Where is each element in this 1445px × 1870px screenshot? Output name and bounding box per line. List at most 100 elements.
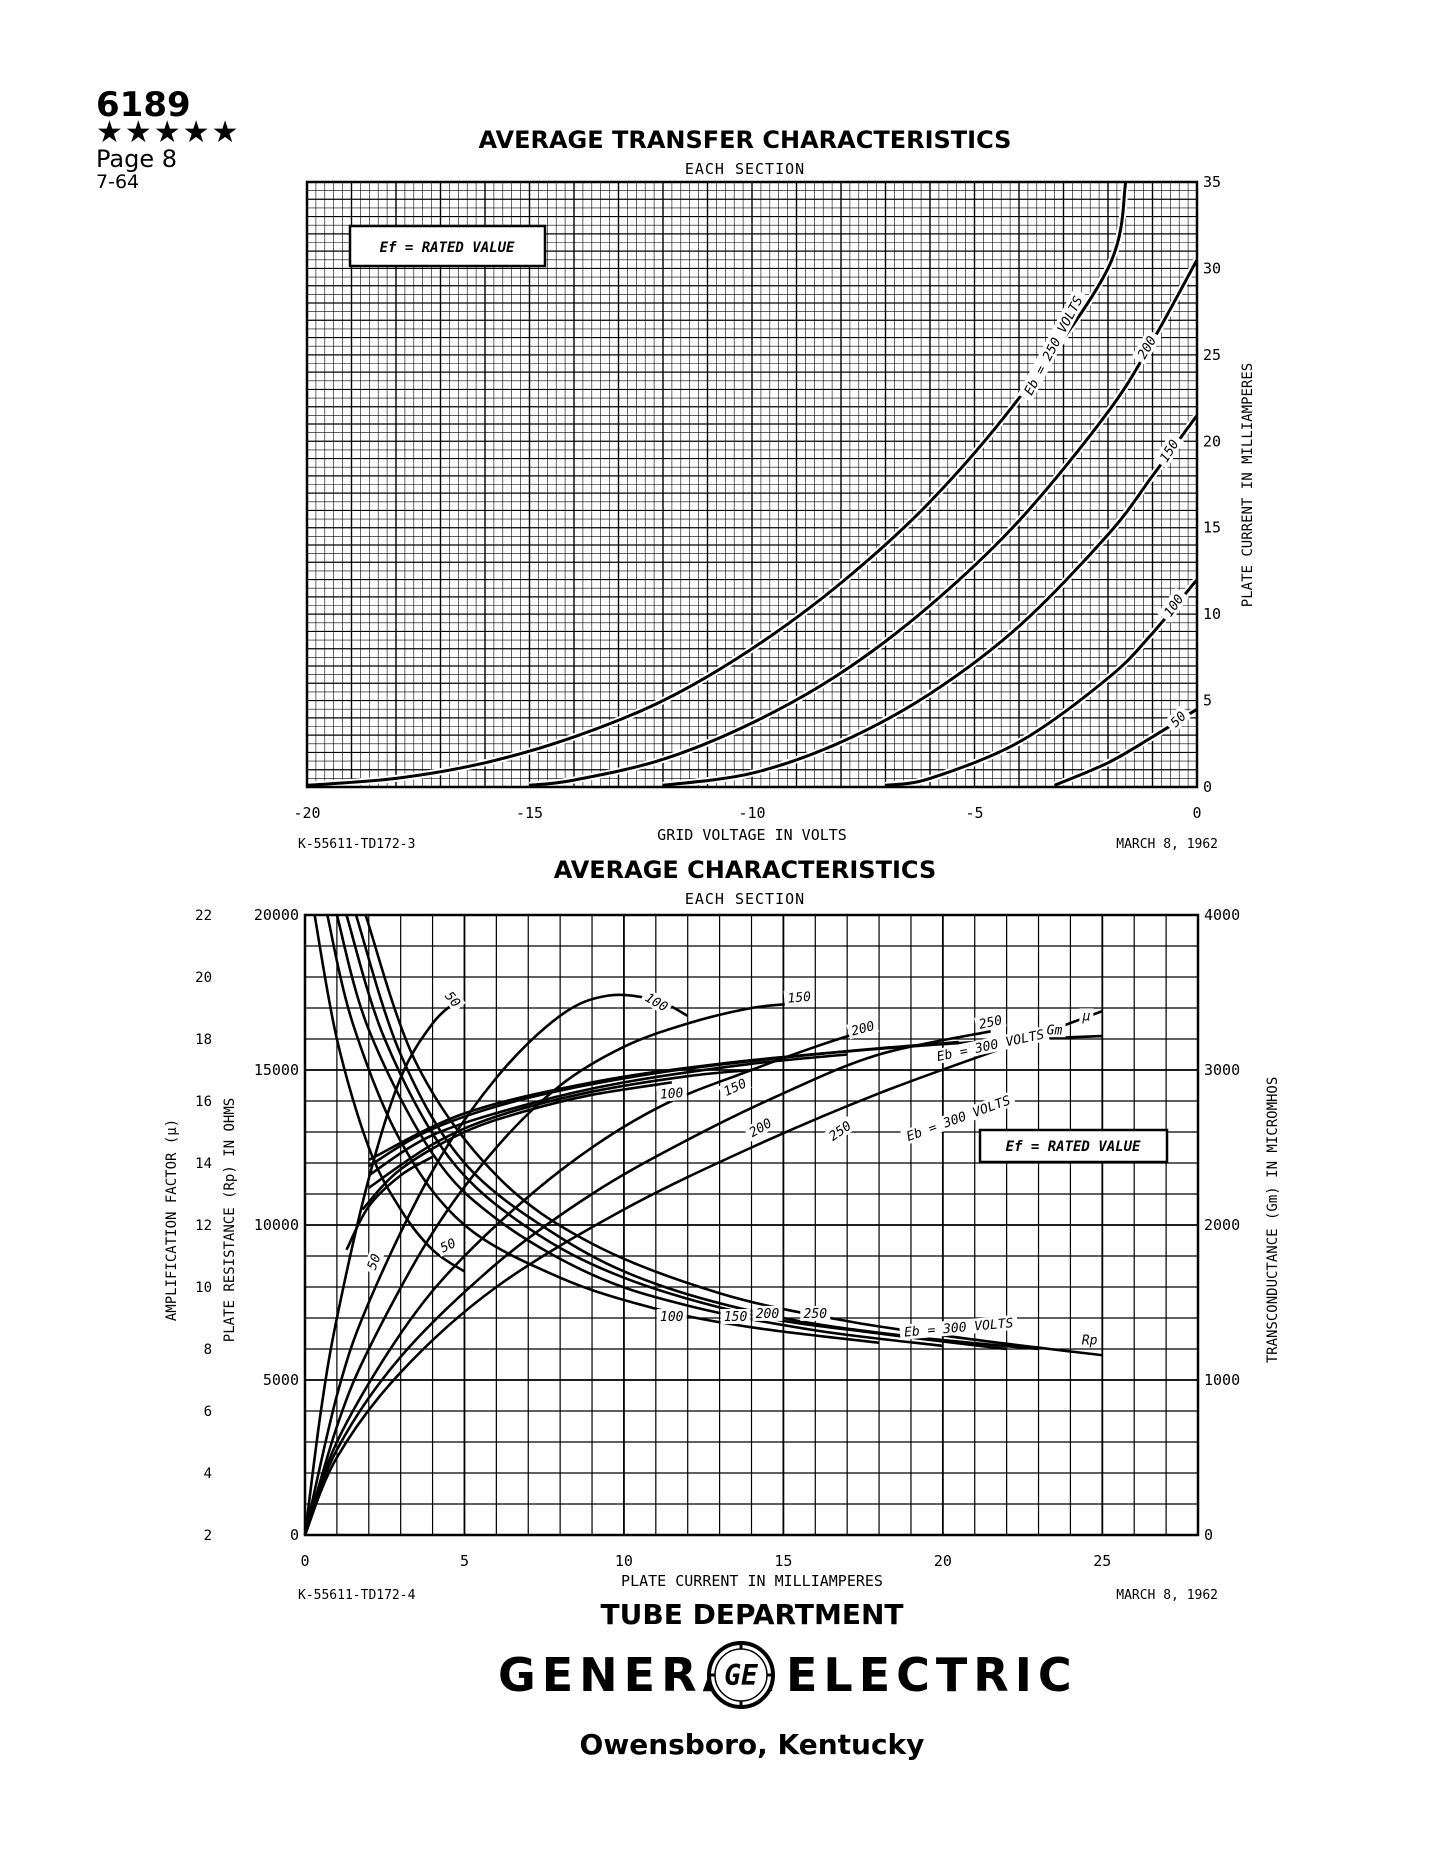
curve-label: 150 [783, 988, 815, 1007]
mu-tick-label: 2 [204, 1528, 212, 1544]
x-tick-label: 15 [774, 1552, 792, 1570]
rp-line-0 [313, 914, 466, 1273]
svg-text:Rp: Rp [1082, 1333, 1098, 1348]
date-code: 7-64 [96, 171, 140, 193]
mu-tick-label: 20 [195, 970, 212, 986]
curve-label: 100 [656, 1084, 688, 1103]
rp-tick-label: 15000 [254, 1061, 299, 1079]
x-tick-label: 20 [934, 1552, 952, 1570]
transfer-characteristics-chart: -20 -15 -10 -5 00 5 10 15 20 25 30 35 Ef = RATED VA… [293, 173, 1256, 852]
curve-label: 150 [720, 1309, 751, 1325]
chart1-drawing-number: K-55611-TD172-3 [298, 837, 415, 852]
curve-label: 50 [440, 986, 466, 1013]
chart1-grid [306, 181, 1198, 788]
mu-line-0 [345, 1155, 434, 1251]
curve-label: 250 [800, 1305, 831, 1322]
gm-line-4 [303, 1030, 991, 1536]
brand-right: ELECTRIC [786, 1648, 1078, 1702]
rp-line-4 [354, 914, 1039, 1351]
curve-label: 200 [743, 1113, 778, 1142]
svg-text:Gm: Gm [1047, 1023, 1063, 1038]
gm-tick-label: 1000 [1204, 1371, 1240, 1389]
series-line-3 [885, 578, 1199, 787]
location: Owensboro, Kentucky [579, 1728, 925, 1761]
series-line-1 [529, 259, 1199, 787]
x-tick-label: -5 [965, 804, 983, 822]
chart2-annotation-box: Ef = RATED VALUE [978, 1128, 1169, 1164]
svg-text:250: 250 [978, 1013, 1004, 1033]
gm-tick-label: 2000 [1204, 1216, 1240, 1234]
gm-line-2 [303, 1002, 800, 1536]
mu-tick-label: 18 [195, 1032, 212, 1048]
logo-monogram: GE [724, 1659, 759, 1692]
gm-line-0 [303, 999, 459, 1536]
chart2-xlabel: PLATE CURRENT IN MILLIAMPERES [621, 1572, 883, 1590]
series-halo [529, 258, 1201, 789]
series-line-2 [662, 414, 1199, 787]
x-tick-label: 0 [300, 1552, 309, 1570]
mu-tick-label: 10 [195, 1280, 212, 1296]
chart1-ylabel: PLATE CURRENT IN MILLIAMPERES [1240, 363, 1256, 607]
curve-label: 150 [718, 1074, 752, 1101]
x-tick-label: 5 [460, 1552, 469, 1570]
curve-label: Eb = 250 VOLTS [1017, 288, 1089, 403]
chart2-ticks: 0 5 10 15 20 25050001000015000200002468101214… [195, 906, 1240, 1570]
chart2-curves [303, 914, 1103, 1536]
y-tick-label: 10 [1203, 605, 1221, 623]
chart1-annotation: Ef = RATED VALUE [380, 240, 515, 256]
svg-text:50: 50 [365, 1252, 385, 1272]
svg-text:50: 50 [438, 1236, 459, 1256]
x-tick-label: -10 [738, 804, 765, 822]
svg-text:100: 100 [660, 1310, 684, 1325]
tube-number: 6189 [96, 85, 191, 125]
y-tick-label: 30 [1203, 259, 1221, 277]
rp-tick-label: 5000 [263, 1371, 299, 1389]
mu-tick-label: 12 [195, 1218, 212, 1234]
chart1-annotation-box: Ef = RATED VALUE [348, 224, 547, 268]
curve-label: Gm [1043, 1022, 1066, 1038]
mu-tick-label: 14 [195, 1156, 212, 1172]
curve-label: 250 [823, 1116, 857, 1146]
rp-line-2 [335, 914, 944, 1348]
chart2-title: AVERAGE CHARACTERISTICS [553, 856, 937, 884]
mu-line-1 [361, 1081, 673, 1211]
svg-text:250: 250 [804, 1307, 828, 1322]
department-name: TUBE DEPARTMENT [600, 1598, 904, 1631]
average-characteristics-chart: 0 5 10 15 20 25050001000015000200002468101214… [164, 906, 1281, 1603]
chart1-frame [305, 180, 1199, 789]
svg-text:100: 100 [659, 1086, 684, 1103]
gm-tick-label: 4000 [1204, 906, 1240, 924]
chart1-xlabel: GRID VOLTAGE IN VOLTS [657, 826, 847, 844]
curve-label: 200 [752, 1305, 783, 1322]
mu-tick-label: 8 [204, 1342, 212, 1358]
chart1-drawing-date: MARCH 8, 1962 [1116, 837, 1218, 852]
y-tick-label: 35 [1203, 173, 1221, 191]
svg-text:150: 150 [787, 990, 812, 1007]
series-halo [884, 577, 1200, 789]
mu-tick-label: 6 [204, 1404, 212, 1420]
y-tick-label: 20 [1203, 432, 1221, 450]
x-tick-label: 25 [1093, 1552, 1111, 1570]
curve-label: 100 [656, 1309, 687, 1325]
rp-tick-label: 10000 [254, 1216, 299, 1234]
chart1-curves [306, 181, 1201, 789]
chart2-ylabel-gm: TRANSCONDUCTANCE (Gm) IN MICROMHOS [1265, 1077, 1281, 1364]
mu-tick-label: 4 [204, 1466, 212, 1482]
curve-label: 250 [974, 1011, 1007, 1033]
x-tick-label: -15 [516, 804, 543, 822]
x-tick-label: -20 [293, 804, 320, 822]
svg-text:200: 200 [756, 1307, 780, 1322]
gm-line-5 [303, 1009, 1103, 1536]
ge-monogram-icon: GE [707, 1641, 775, 1709]
gm-tick-label: 0 [1204, 1526, 1213, 1544]
gm-tick-label: 3000 [1204, 1061, 1240, 1079]
rating-stars: ★★★★★ [96, 115, 241, 150]
chart2-subtitle: EACH SECTION [684, 890, 806, 908]
rp-line-5 [364, 914, 1103, 1357]
svg-text:200: 200 [850, 1019, 877, 1040]
chart2-ylabel-mu: AMPLIFICATION FACTOR (μ) [164, 1119, 180, 1321]
x-tick-label: 0 [1192, 804, 1201, 822]
chart2-ylabel-rp: PLATE RESISTANCE (Rp) IN OHMS [222, 1098, 238, 1342]
chart1-title: AVERAGE TRANSFER CHARACTERISTICS [478, 126, 1012, 154]
